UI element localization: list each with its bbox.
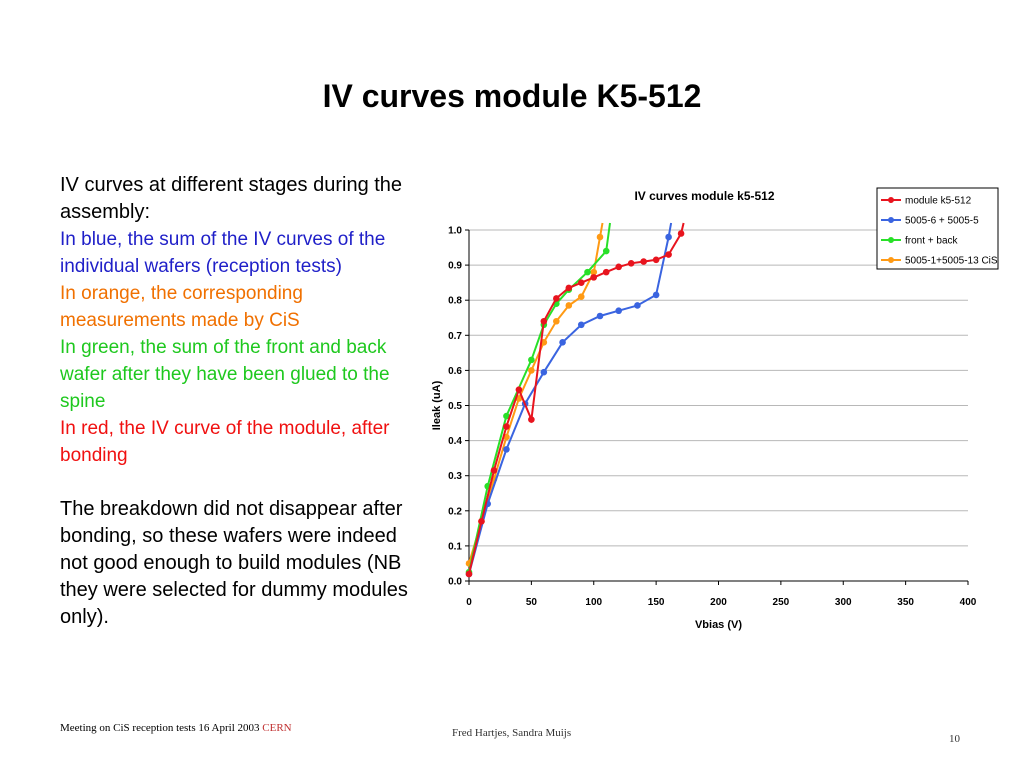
x-tick-label: 100 (585, 597, 602, 608)
y-tick-label: 0.3 (448, 471, 462, 482)
data-point (615, 307, 622, 315)
data-point (559, 339, 566, 346)
data-point (478, 518, 485, 525)
x-tick-label: 250 (773, 597, 790, 608)
orange-description: In orange, the corresponding measurement… (60, 283, 303, 331)
slide-body: IV curves at different stages during the… (60, 172, 430, 631)
legend-marker (888, 237, 894, 243)
x-tick-label: 150 (648, 597, 665, 608)
data-point (665, 233, 672, 241)
data-point (634, 302, 641, 309)
legend-marker (888, 217, 894, 223)
legend-box (876, 187, 999, 270)
legend-label: module k5-512 (905, 196, 972, 207)
data-point (615, 263, 622, 271)
footer-meeting-text: Meeting on CiS reception tests 16 April … (60, 722, 260, 734)
data-point (503, 412, 510, 420)
conclusion-text: The breakdown did not disappear after bo… (60, 498, 408, 628)
page-number: 10 (949, 733, 960, 745)
slide-title: IV curves module K5-512 (322, 78, 702, 114)
data-point (490, 467, 498, 474)
data-point (652, 256, 660, 264)
data-point (577, 279, 585, 286)
data-point (602, 268, 610, 276)
data-point (465, 570, 473, 578)
y-tick-label: 0.8 (448, 296, 462, 307)
data-point (652, 291, 660, 299)
intro-text: IV curves at different stages during the… (60, 174, 403, 223)
x-tick-label: 0 (466, 597, 472, 608)
red-description: In red, the IV curve of the module, afte… (60, 418, 390, 466)
data-point (528, 416, 535, 423)
x-tick-label: 400 (960, 597, 977, 608)
data-point (627, 260, 635, 267)
legend-label: 5005-1+5005-13 CiS (905, 256, 998, 267)
data-point (565, 284, 573, 292)
data-point (577, 321, 585, 329)
green-description: In green, the sum of the front and back … (60, 337, 390, 412)
y-tick-label: 0.2 (448, 506, 462, 517)
data-point (528, 367, 535, 374)
series-line (469, 222, 685, 575)
y-tick-label: 0.6 (448, 366, 462, 377)
y-tick-label: 1.0 (448, 226, 462, 237)
data-point (540, 368, 548, 376)
data-point (528, 356, 535, 364)
x-tick-label: 350 (897, 597, 914, 608)
x-tick-label: 50 (526, 597, 538, 608)
data-point (553, 295, 560, 302)
iv-chart: IV curves module k5-512 0.0 0.1 0.2 0.3 0.4 0.… (431, 187, 999, 631)
y-tick-label: 0.0 (448, 577, 462, 588)
data-point (540, 317, 548, 325)
series-line (469, 222, 673, 575)
legend-label: 5005-6 + 5005-5 (905, 216, 979, 227)
data-point (503, 423, 510, 430)
footer-cern-link[interactable]: CERN (262, 722, 292, 734)
data-point (584, 268, 591, 276)
data-point (602, 247, 610, 255)
data-point (596, 233, 604, 241)
data-point (596, 312, 604, 320)
y-tick-label: 0.1 (448, 541, 462, 552)
y-tick-label: 0.7 (448, 331, 462, 342)
footer-meeting: Meeting on CiS reception tests 16 April … (60, 722, 292, 734)
x-tick-label: 300 (835, 597, 852, 608)
data-point (677, 230, 685, 237)
series-line (469, 222, 611, 573)
x-tick-label: 200 (710, 597, 727, 608)
data-point (590, 274, 598, 281)
data-point (577, 293, 585, 300)
series-line (469, 222, 604, 564)
data-point (640, 258, 647, 265)
legend-marker (888, 257, 894, 263)
data-point (665, 251, 672, 258)
footer-authors: Fred Hartjes, Sandra Muijs (452, 727, 572, 739)
y-tick-label: 0.5 (448, 401, 462, 412)
data-point (503, 446, 510, 453)
y-tick-label: 0.4 (448, 436, 462, 447)
data-point (515, 386, 523, 394)
blue-description: In blue, the sum of the IV curves of the… (60, 229, 386, 277)
legend-label: front + back (905, 236, 959, 247)
y-tick-label: 0.9 (448, 261, 462, 272)
y-axis-label: Ileak (uA) (431, 380, 443, 430)
data-point (553, 317, 560, 325)
chart-title: IV curves module k5-512 (634, 189, 774, 203)
data-point (565, 302, 573, 309)
data-point (590, 268, 598, 276)
legend-marker (888, 197, 894, 203)
x-axis-label: Vbias (V) (695, 619, 742, 631)
